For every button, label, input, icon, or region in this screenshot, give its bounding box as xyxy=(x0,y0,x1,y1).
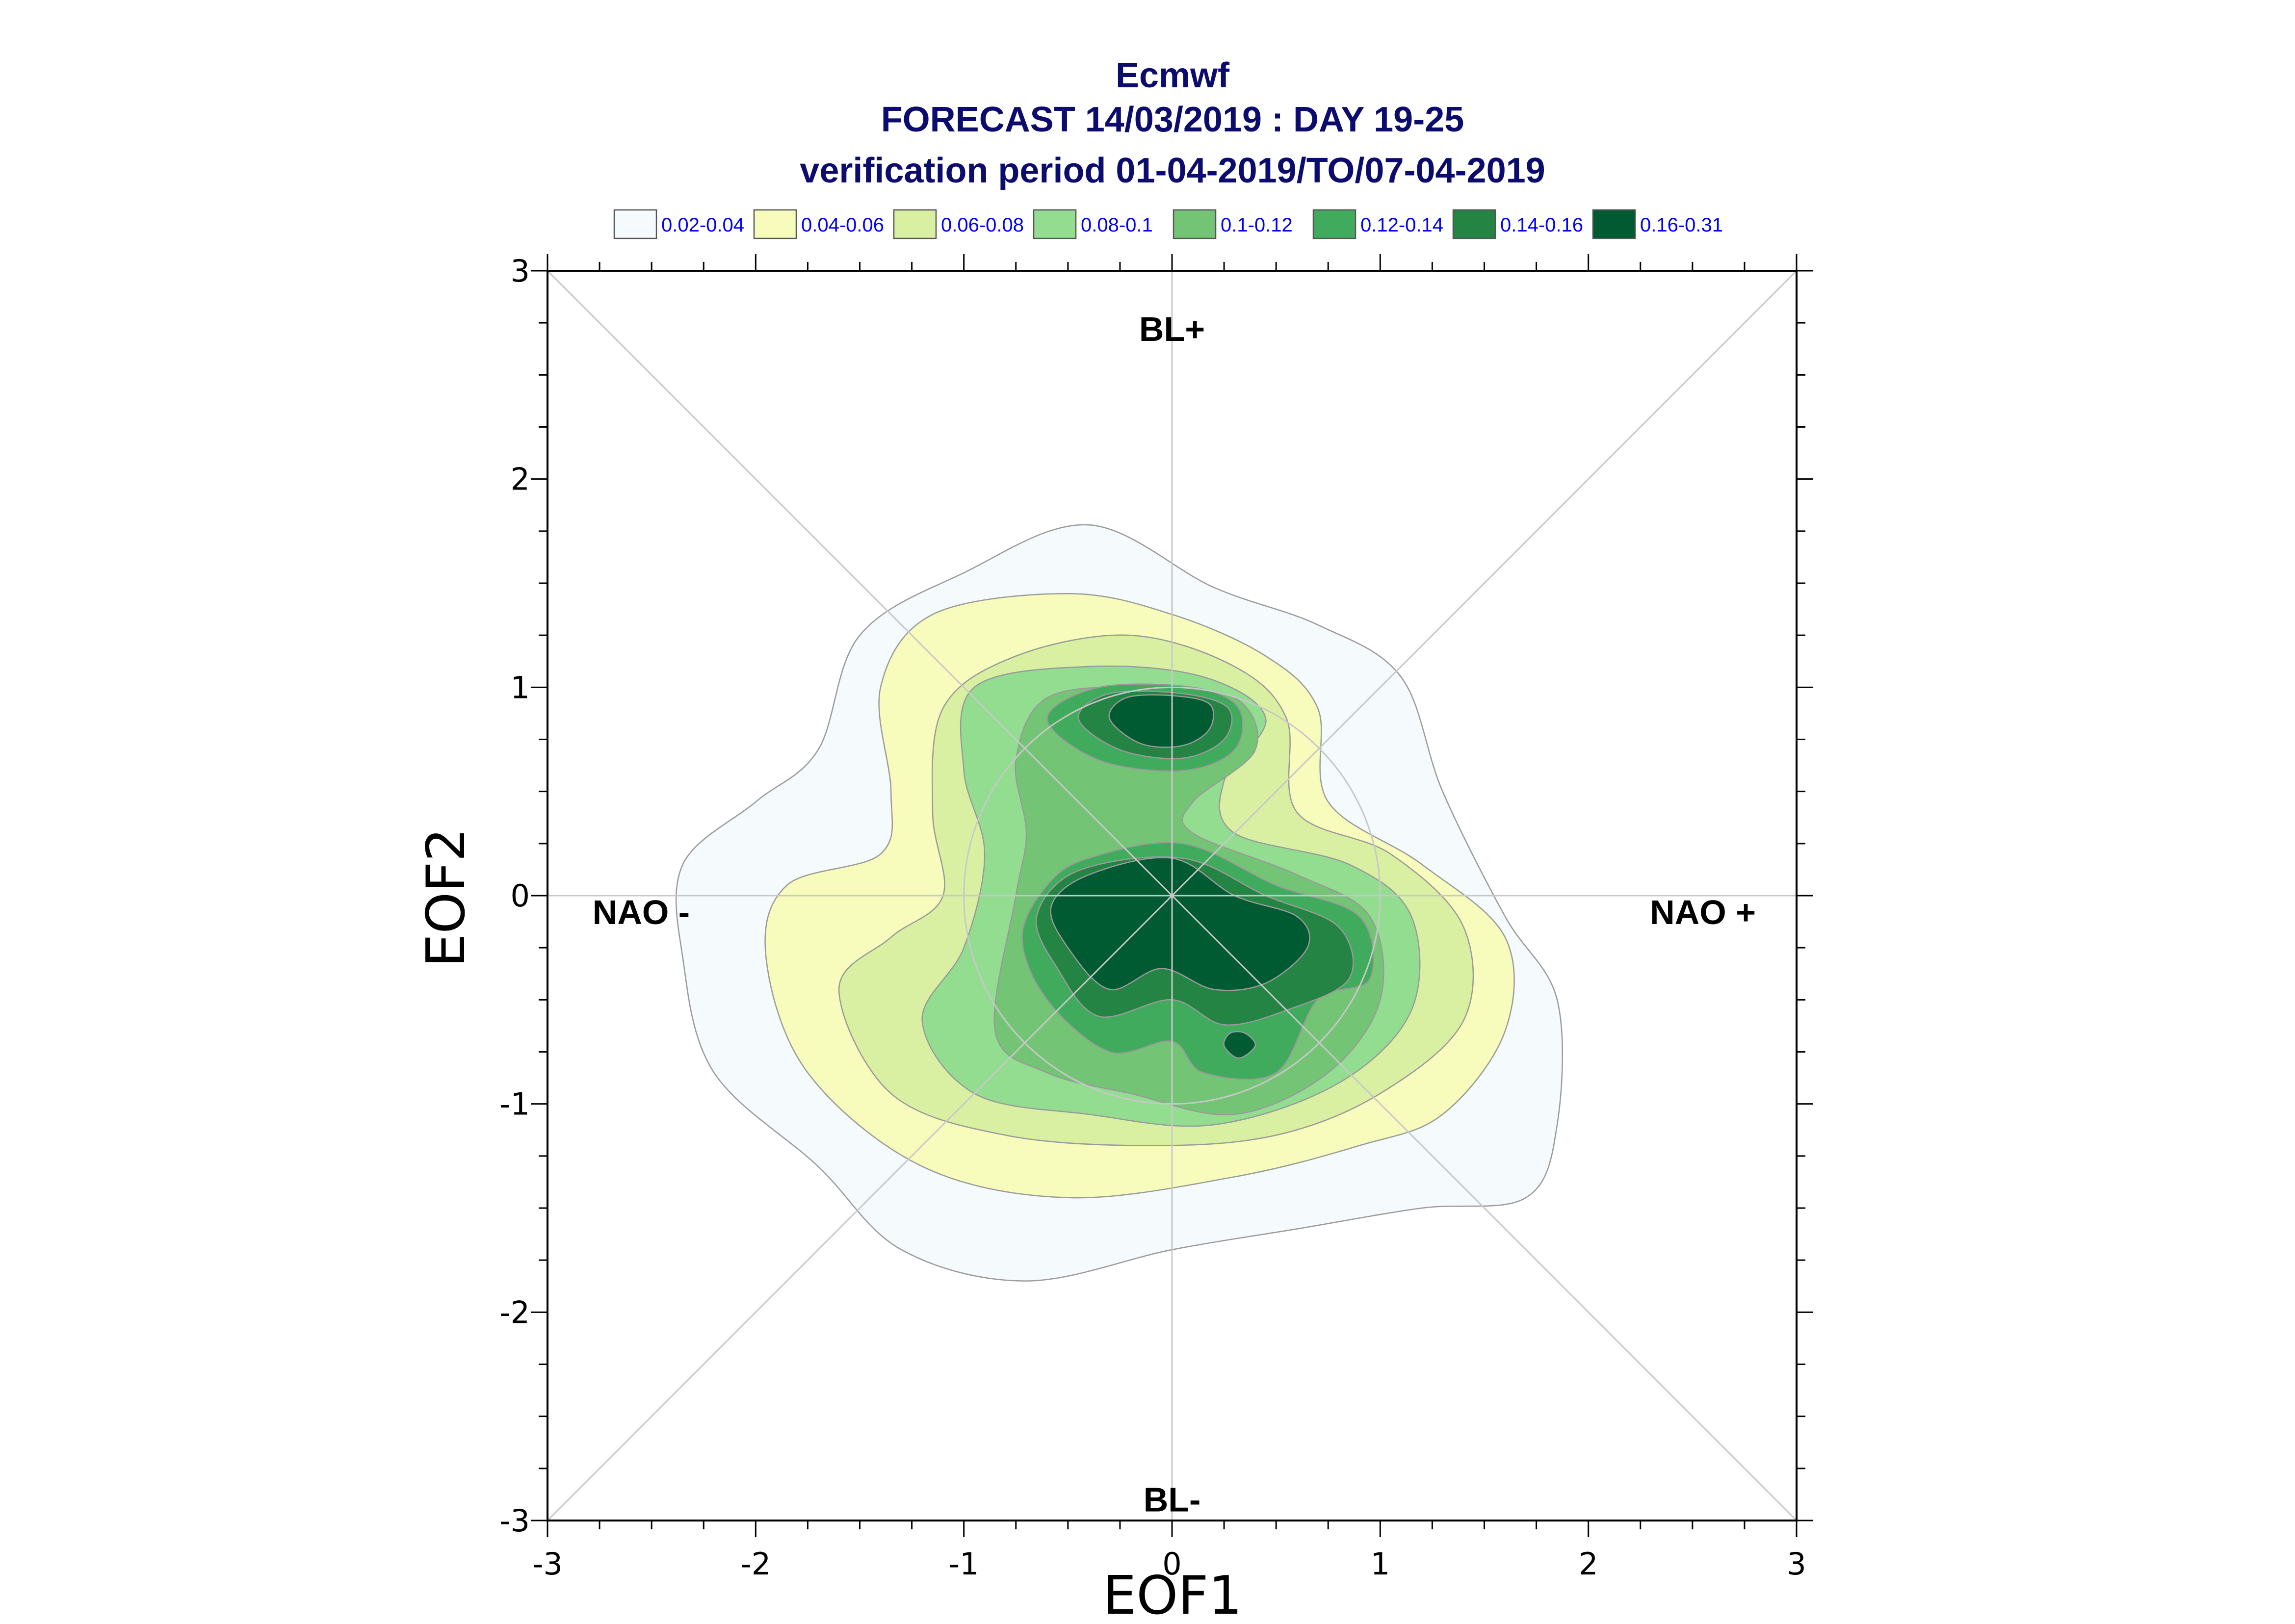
axis-ticks: -3 -2 -1 0 1 2 3 -3 -2 -1 0 1 2 3 xyxy=(499,253,1813,1582)
legend-label: 0.16-0.31 xyxy=(1640,214,1723,236)
y-tick-label: 3 xyxy=(511,253,530,289)
legend-swatch xyxy=(1592,209,1636,239)
x-tick-label: -2 xyxy=(740,1546,771,1582)
x-tick-label: -3 xyxy=(532,1546,563,1582)
y-tick-label: -2 xyxy=(499,1294,530,1330)
legend: 0.02-0.04 0.04-0.06 0.06-0.08 0.08-0.1 0.1-0… xyxy=(613,209,1723,239)
contour-level-7 xyxy=(1223,1031,1256,1059)
legend-label: 0.12-0.14 xyxy=(1360,214,1443,236)
x-tick-label: 1 xyxy=(1371,1546,1390,1582)
y-tick-label: 0 xyxy=(511,878,530,914)
legend-label: 0.06-0.08 xyxy=(941,214,1024,236)
regime-labels: BL+ BL- NAO - NAO + xyxy=(593,310,1756,1519)
legend-swatch xyxy=(753,209,797,239)
legend-swatch xyxy=(1173,209,1217,239)
x-tick-label: 3 xyxy=(1787,1546,1806,1582)
x-axis-title: EOF1 xyxy=(1103,1565,1242,1624)
title-line-2: FORECAST 14/03/2019 : DAY 19-25 xyxy=(881,100,1464,139)
legend-swatch xyxy=(1312,209,1356,239)
density-contours xyxy=(675,524,1563,1282)
legend-swatch xyxy=(893,209,937,239)
regime-label: BL+ xyxy=(1139,310,1205,348)
legend-label: 0.04-0.06 xyxy=(801,214,884,236)
contour-level-7 xyxy=(1108,694,1214,748)
title-line-3: verification period 01-04-2019/TO/07-04-… xyxy=(800,151,1545,190)
regime-label: NAO - xyxy=(593,893,690,931)
y-tick-label: 2 xyxy=(511,462,530,497)
y-tick-label: -3 xyxy=(499,1503,530,1539)
y-tick-label: -1 xyxy=(499,1086,530,1122)
x-tick-label: 0 xyxy=(1162,1546,1181,1582)
unit-circle xyxy=(963,686,1381,1105)
y-tick-label: 1 xyxy=(511,670,530,705)
contour-level-7 xyxy=(1050,857,1310,991)
x-tick-label: 2 xyxy=(1579,1546,1598,1582)
legend-label: 0.02-0.04 xyxy=(661,214,744,236)
legend-label: 0.1-0.12 xyxy=(1221,214,1293,236)
legend-label: 0.08-0.1 xyxy=(1081,214,1153,236)
x-tick-label: -1 xyxy=(949,1546,979,1582)
legend-label: 0.14-0.16 xyxy=(1500,214,1583,236)
y-axis-title: EOF2 xyxy=(416,828,477,967)
regime-label: NAO + xyxy=(1650,893,1756,931)
legend-swatch xyxy=(1033,209,1077,239)
guide-lines xyxy=(547,270,1798,1521)
chart-title: Ecmwf FORECAST 14/03/2019 : DAY 19-25 ve… xyxy=(800,56,1545,190)
legend-swatch xyxy=(1452,209,1496,239)
regime-label: BL- xyxy=(1144,1481,1201,1519)
diagonal-line-2 xyxy=(547,270,1798,1521)
legend-swatch xyxy=(613,209,657,239)
title-line-1: Ecmwf xyxy=(1116,56,1230,95)
